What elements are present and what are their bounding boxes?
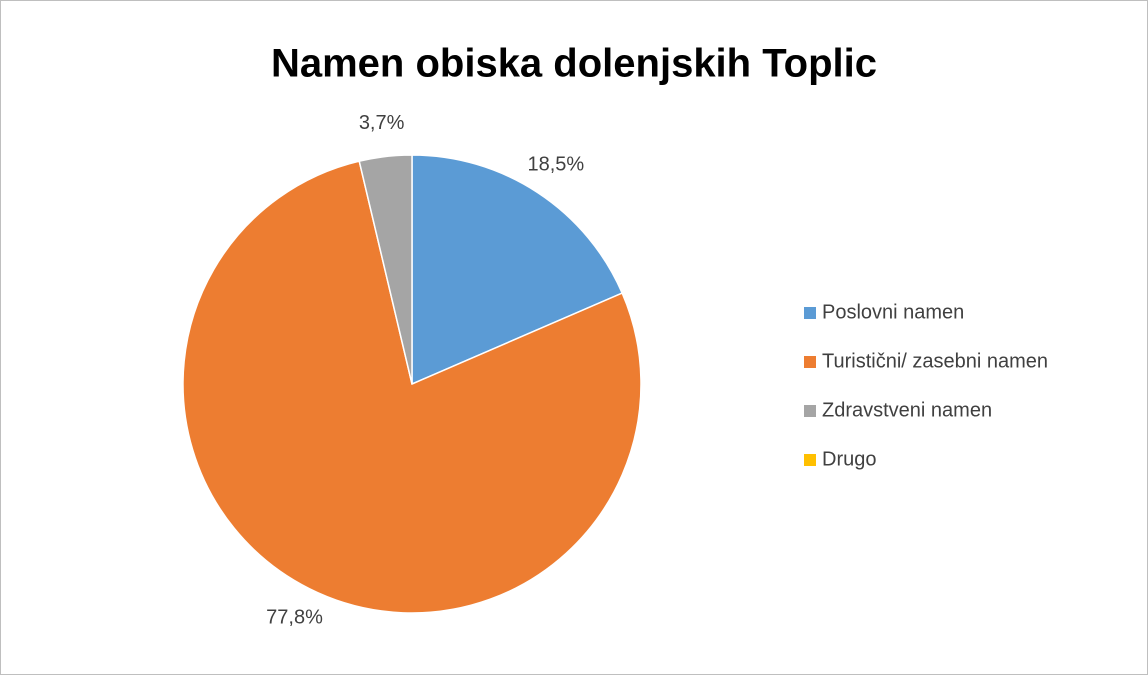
legend-label: Drugo <box>822 448 876 470</box>
legend-swatch <box>804 307 816 319</box>
legend-swatch <box>804 454 816 466</box>
chart-title: Namen obiska dolenjskih Toplic <box>271 42 877 86</box>
pie-slice <box>411 154 624 386</box>
pie-slice <box>182 160 642 614</box>
legend-label: Turistični/ zasebni namen <box>822 350 1048 372</box>
data-label: 18,5% <box>527 153 584 175</box>
data-label: 3,7% <box>359 112 405 134</box>
legend-label: Zdravstveni namen <box>822 399 992 421</box>
data-label: 77,8% <box>266 606 323 628</box>
legend-label: Poslovni namen <box>822 301 964 323</box>
legend-swatch <box>804 356 816 368</box>
legend-swatch <box>804 405 816 417</box>
pie-slice <box>358 154 413 385</box>
